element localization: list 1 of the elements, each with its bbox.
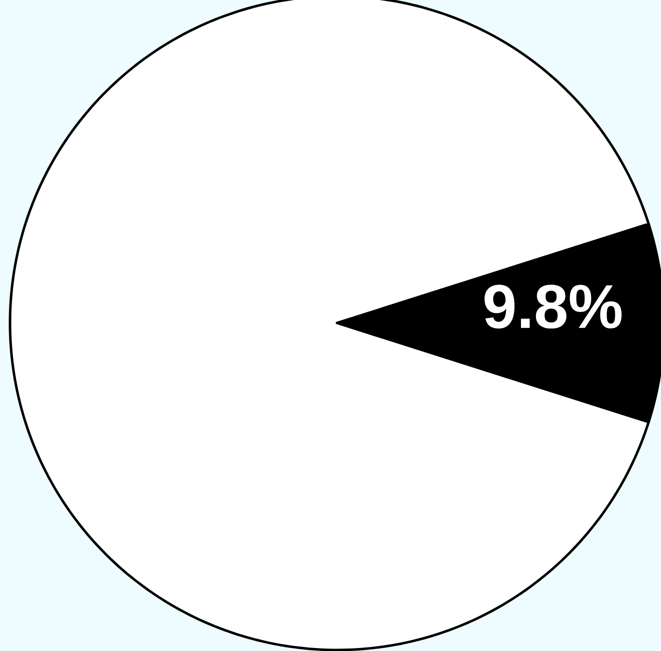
data-label: 9.8% <box>484 284 622 329</box>
